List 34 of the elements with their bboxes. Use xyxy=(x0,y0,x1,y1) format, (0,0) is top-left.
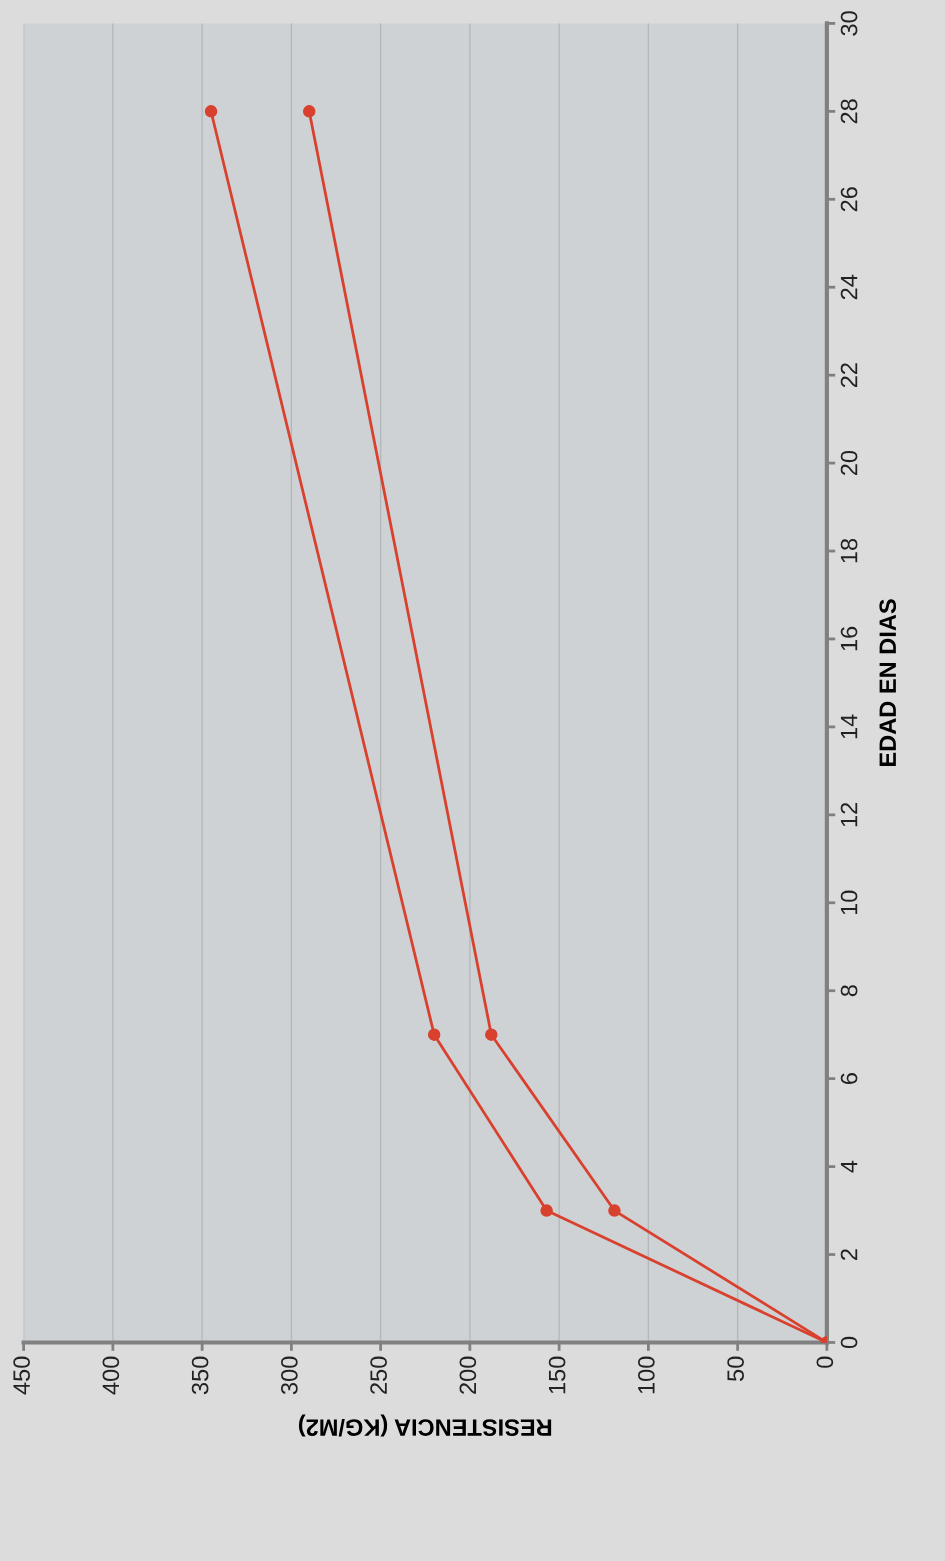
point xyxy=(302,105,316,118)
y-tick-label: 30 xyxy=(840,11,858,36)
x-tick-label: 100 xyxy=(637,1356,655,1394)
y-tick-label: 22 xyxy=(840,363,858,388)
point xyxy=(485,1028,498,1041)
y-tick-label: 6 xyxy=(840,1073,858,1085)
y-tick-label: 2 xyxy=(840,1249,858,1260)
point xyxy=(608,1204,621,1217)
point xyxy=(427,1028,441,1041)
x-tick-label: 200 xyxy=(459,1356,477,1394)
y-tick-label: 28 xyxy=(840,99,858,124)
x-tick-label: 0 xyxy=(816,1356,834,1368)
point xyxy=(204,105,218,118)
y-tick-label: 20 xyxy=(840,450,858,476)
x-tick-label: 300 xyxy=(280,1356,298,1395)
x-tick-label: 400 xyxy=(102,1356,120,1395)
y-tick-label: 14 xyxy=(840,714,858,739)
y-tick-label: 26 xyxy=(840,187,858,212)
x-axis-title: RESISTENCIA (KG/M2) xyxy=(298,1414,552,1437)
x-tick-label: 50 xyxy=(727,1356,744,1381)
y-tick-label: 10 xyxy=(840,890,858,915)
x-tick-label: 250 xyxy=(370,1356,387,1394)
y-tick-label: 18 xyxy=(840,538,858,563)
y-tick-label: 8 xyxy=(840,985,858,997)
x-tick-label: 350 xyxy=(191,1356,209,1395)
point xyxy=(540,1204,553,1217)
y-tick-label: 0 xyxy=(840,1336,858,1349)
y-tick-label: 16 xyxy=(840,626,858,651)
x-tick-label: 450 xyxy=(13,1356,30,1395)
y-tick-label: 4 xyxy=(840,1160,858,1173)
x-tick-label: 150 xyxy=(548,1356,566,1394)
y-tick-label: 12 xyxy=(840,802,858,827)
y-axis-title: EDAD EN DIAS xyxy=(879,599,897,766)
y-tick-label: 24 xyxy=(840,274,858,300)
